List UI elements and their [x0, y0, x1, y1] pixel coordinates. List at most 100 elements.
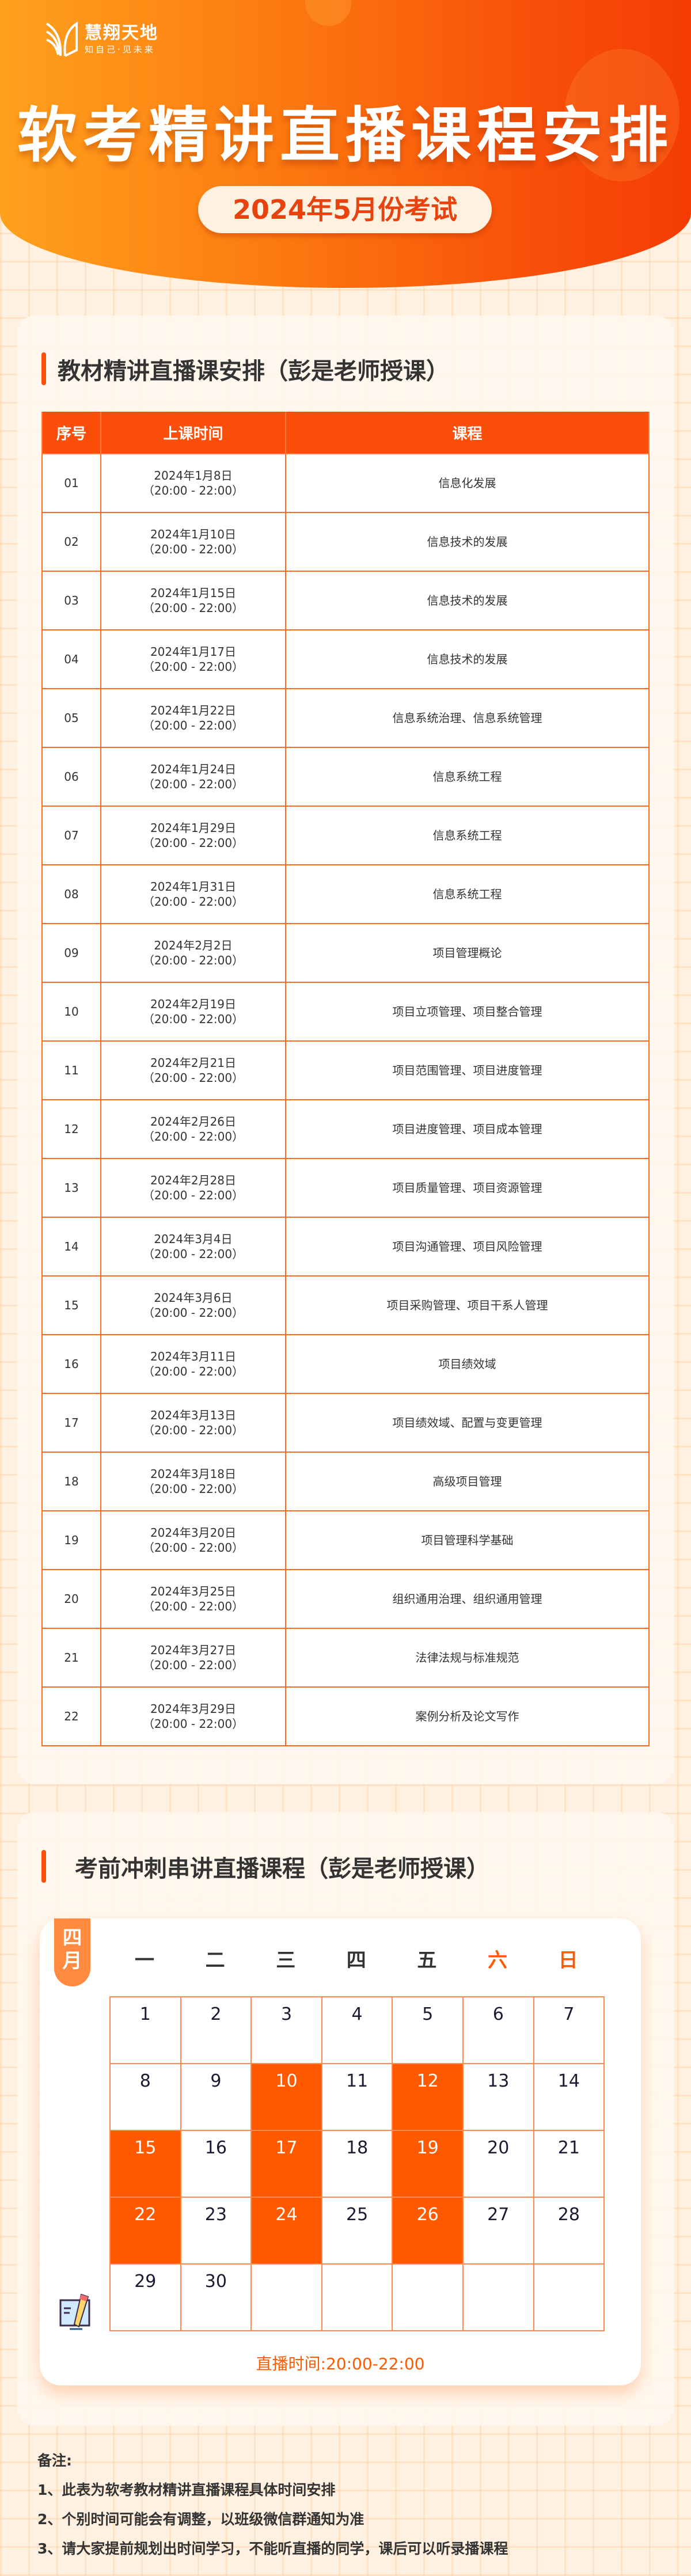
live-time: 直播时间:20:00-22:00 — [256, 2354, 425, 2373]
brand-tagline: 知自己·见未来 — [85, 44, 155, 55]
notes-heading: 备注: — [37, 2452, 72, 2469]
row-course: 案例分析及论文写作 — [285, 1686, 650, 1746]
calendar-day-live: 22 — [111, 2198, 181, 2265]
table-row: 03 2024年1月15日 （20:00 - 22:00） 信息技术的发展 — [41, 571, 650, 630]
weekday-header: 六 — [488, 1949, 507, 1972]
row-course: 组织通用治理、组织通用管理 — [285, 1569, 650, 1629]
calendar-grid: 1 2 3 4 5 6 7 8 9 10 11 12 13 14 15 16 17 18 19 20 21 22 23 24 2… — [109, 1996, 605, 2331]
row-course: 法律法规与标准规范 — [285, 1628, 650, 1688]
row-hours: （20:00 - 22:00） — [142, 719, 244, 732]
row-hours: （20:00 - 22:00） — [142, 1012, 244, 1026]
calendar-day: 16 — [181, 2131, 252, 2198]
row-course: 项目范围管理、项目进度管理 — [285, 1040, 650, 1100]
row-course: 项目质量管理、项目资源管理 — [285, 1158, 650, 1218]
row-hours: （20:00 - 22:00） — [142, 1658, 244, 1672]
row-no: 22 — [41, 1686, 101, 1746]
row-date: 2024年2月28日 — [150, 1173, 237, 1187]
calendar-day: 21 — [534, 2131, 605, 2198]
row-date: 2024年1月8日 — [154, 469, 233, 482]
calendar-day-live: 15 — [111, 2131, 181, 2198]
row-time: 2024年2月28日 （20:00 - 22:00） — [100, 1158, 286, 1218]
row-course: 项目进度管理、项目成本管理 — [285, 1099, 650, 1159]
row-time: 2024年1月15日 （20:00 - 22:00） — [100, 571, 286, 630]
row-course: 项目绩效域、配置与变更管理 — [285, 1393, 650, 1453]
calendar-day: 20 — [463, 2131, 534, 2198]
row-time: 2024年2月19日 （20:00 - 22:00） — [100, 982, 286, 1042]
row-hours: （20:00 - 22:00） — [142, 660, 244, 674]
table-row: 10 2024年2月19日 （20:00 - 22:00） 项目立项管理、项目整合… — [41, 982, 650, 1042]
row-time: 2024年3月13日 （20:00 - 22:00） — [100, 1393, 286, 1453]
calendar-day: 11 — [322, 2064, 393, 2131]
row-hours: （20:00 - 22:00） — [142, 1247, 244, 1261]
row-no: 06 — [41, 747, 101, 807]
row-time: 2024年1月8日 （20:00 - 22:00） — [100, 453, 286, 513]
calendar-day: 25 — [322, 2198, 393, 2265]
row-no: 03 — [41, 571, 101, 630]
row-time: 2024年2月21日 （20:00 - 22:00） — [100, 1040, 286, 1100]
note-item: 2、个别时间可能会有调整，以班级微信群通知为准 — [37, 2511, 365, 2528]
weekday-header: 二 — [205, 1949, 225, 1972]
brand-name: 慧翔天地 — [85, 23, 158, 43]
calendar-empty-cell — [322, 2265, 393, 2331]
row-no: 05 — [41, 688, 101, 748]
table-row: 05 2024年1月22日 （20:00 - 22:00） 信息系统治理、信息系统… — [41, 688, 650, 748]
table-row: 06 2024年1月24日 （20:00 - 22:00） 信息系统工程 — [41, 747, 650, 807]
calendar-day-live: 12 — [393, 2064, 464, 2131]
row-hours: （20:00 - 22:00） — [142, 484, 244, 497]
row-date: 2024年3月25日 — [150, 1585, 237, 1598]
row-course: 信息技术的发展 — [285, 571, 650, 630]
row-course: 项目管理概论 — [285, 923, 650, 983]
calendar-day: 7 — [534, 1997, 605, 2064]
calendar-day: 13 — [463, 2064, 534, 2131]
section-marker — [41, 352, 46, 385]
row-hours: （20:00 - 22:00） — [142, 1365, 244, 1378]
row-hours: （20:00 - 22:00） — [142, 1306, 244, 1320]
row-date: 2024年3月13日 — [150, 1408, 237, 1422]
table-row: 20 2024年3月25日 （20:00 - 22:00） 组织通用治理、组织通用… — [41, 1569, 650, 1629]
book-wings-icon — [45, 21, 78, 57]
table-row: 19 2024年3月20日 （20:00 - 22:00） 项目管理科学基础 — [41, 1510, 650, 1570]
row-course: 信息系统治理、信息系统管理 — [285, 688, 650, 748]
table-row: 18 2024年3月18日 （20:00 - 22:00） 高级项目管理 — [41, 1452, 650, 1511]
row-date: 2024年3月6日 — [154, 1291, 233, 1305]
calendar-day-live: 26 — [393, 2198, 464, 2265]
calendar-empty-cell — [463, 2265, 534, 2331]
section2-title: 考前冲刺串讲直播课程（彭是老师授课） — [75, 1855, 489, 1882]
row-hours: （20:00 - 22:00） — [142, 601, 244, 615]
calendar-day-live: 19 — [393, 2131, 464, 2198]
row-hours: （20:00 - 22:00） — [142, 1071, 244, 1085]
row-time: 2024年3月11日 （20:00 - 22:00） — [100, 1334, 286, 1394]
section-marker — [41, 1850, 46, 1883]
row-date: 2024年1月10日 — [150, 527, 237, 541]
table-row: 17 2024年3月13日 （20:00 - 22:00） 项目绩效域、配置与变更… — [41, 1393, 650, 1453]
row-date: 2024年1月29日 — [150, 821, 237, 835]
calendar-empty-cell — [252, 2265, 322, 2331]
row-date: 2024年1月15日 — [150, 586, 237, 600]
row-hours: （20:00 - 22:00） — [142, 1423, 244, 1437]
decor-circle — [305, 0, 351, 26]
calendar-day: 29 — [111, 2265, 181, 2331]
row-date: 2024年2月2日 — [154, 939, 233, 952]
row-no: 15 — [41, 1275, 101, 1335]
row-no: 14 — [41, 1217, 101, 1276]
row-course: 信息技术的发展 — [285, 512, 650, 572]
row-date: 2024年3月4日 — [154, 1232, 233, 1246]
row-course: 项目沟通管理、项目风险管理 — [285, 1217, 650, 1276]
calendar-empty-cell — [393, 2265, 464, 2331]
row-no: 10 — [41, 982, 101, 1042]
row-date: 2024年2月21日 — [150, 1056, 237, 1070]
row-date: 2024年3月18日 — [150, 1467, 237, 1481]
row-time: 2024年3月18日 （20:00 - 22:00） — [100, 1452, 286, 1511]
row-hours: （20:00 - 22:00） — [142, 895, 244, 909]
row-no: 18 — [41, 1452, 101, 1511]
table-row: 04 2024年1月17日 （20:00 - 22:00） 信息技术的发展 — [41, 629, 650, 689]
note-item: 1、此表为软考教材精讲直播课程具体时间安排 — [37, 2482, 336, 2498]
row-time: 2024年1月31日 （20:00 - 22:00） — [100, 864, 286, 924]
row-hours: （20:00 - 22:00） — [142, 1130, 244, 1143]
row-time: 2024年1月22日 （20:00 - 22:00） — [100, 688, 286, 748]
notes: 备注: 1、此表为软考教材精讲直播课程具体时间安排 2、个别时间可能会有调整，以… — [37, 2446, 508, 2563]
calendar-day: 14 — [534, 2064, 605, 2131]
section1-title: 教材精讲直播课安排（彭是老师授课） — [58, 358, 449, 385]
row-hours: （20:00 - 22:00） — [142, 1482, 244, 1496]
row-time: 2024年1月10日 （20:00 - 22:00） — [100, 512, 286, 572]
